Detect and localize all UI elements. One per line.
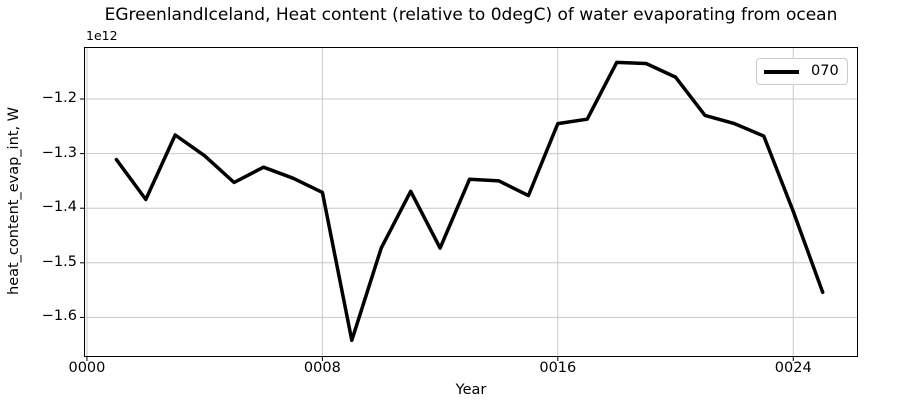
- data-line-070: [114, 60, 825, 343]
- y-tick-label: −1.4: [41, 199, 77, 216]
- legend: 070: [756, 58, 848, 85]
- plot-border: [84, 47, 858, 357]
- chart-title: EGreenlandIceland, Heat content (relativ…: [104, 5, 838, 25]
- x-tick-label: 0016: [539, 360, 577, 376]
- y-tick-label: −1.5: [41, 253, 77, 270]
- x-tick-label: 0008: [303, 360, 341, 376]
- x-tick-label: 0000: [68, 360, 106, 376]
- legend-label-070: 070: [811, 63, 839, 80]
- y-axis-offset-label: 1e12: [86, 28, 118, 43]
- y-tick-label: −1.3: [41, 144, 77, 161]
- plot-area: [80, 47, 858, 361]
- y-tick-label: −1.2: [41, 89, 77, 106]
- x-axis-label: Year: [455, 382, 487, 398]
- y-tick-label: −1.6: [41, 308, 77, 325]
- legend-line-sample-070: [764, 69, 799, 74]
- x-tick-label: 0024: [774, 360, 812, 376]
